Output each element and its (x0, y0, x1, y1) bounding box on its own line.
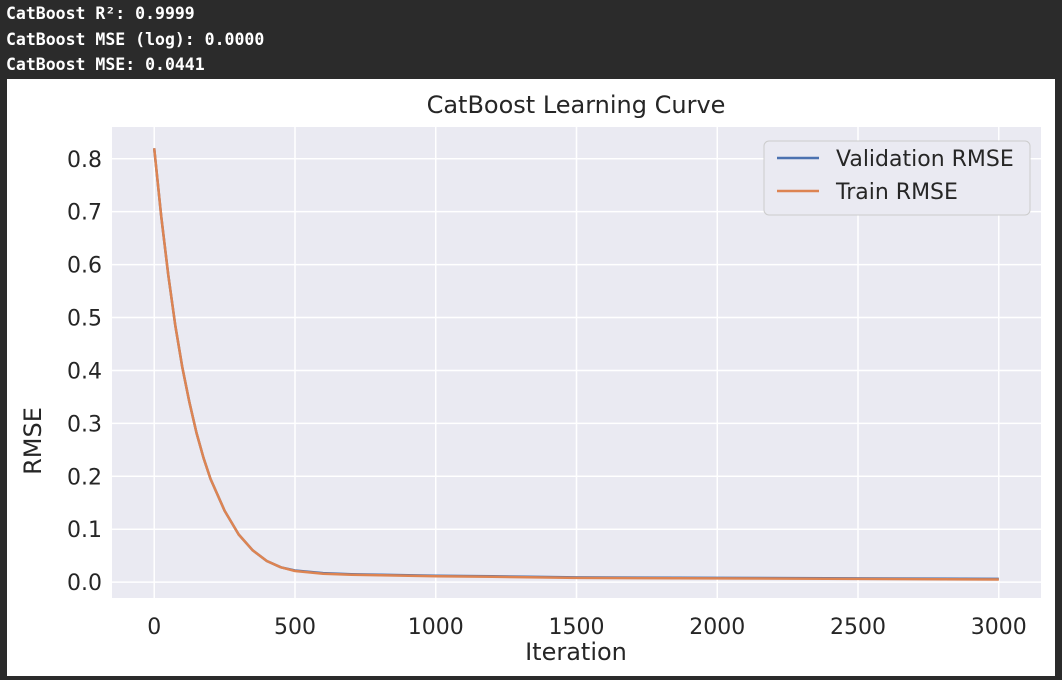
console-line-mse-log: CatBoost MSE (log): 0.0000 (6, 30, 265, 49)
tick-labels: 0 500 1000 1500 2000 2500 3000 0.0 0.1 0.2 0.3 0.4 0… (67, 148, 1027, 640)
x-tick-label: 2500 (830, 615, 886, 640)
x-tick-label: 2000 (689, 615, 745, 640)
y-tick-label: 0.3 (67, 412, 102, 437)
y-tick-label: 0.4 (67, 359, 102, 384)
x-tick-label: 1000 (408, 615, 464, 640)
chart-title: CatBoost Learning Curve (427, 91, 726, 119)
legend-box (763, 140, 1031, 216)
y-tick-label: 0.5 (67, 307, 102, 332)
y-tick-label: 0.8 (67, 148, 102, 173)
grid-lines (112, 127, 1041, 598)
series-line-train (152, 148, 999, 581)
learning-curve-chart: 0 500 1000 1500 2000 2500 3000 0.0 0.1 0.2 0.3 0.4 0… (19, 91, 1041, 666)
y-tick-label: 0.6 (67, 254, 102, 279)
console-line-mse: CatBoost MSE: 0.0441 (6, 55, 205, 74)
series-layer (152, 148, 999, 581)
chart-figure: 0 500 1000 1500 2000 2500 3000 0.0 0.1 0.2 0.3 0.4 0… (7, 79, 1055, 676)
legend: Validation RMSE Train RMSE (763, 140, 1031, 216)
x-tick-label: 500 (274, 615, 316, 640)
x-axis-label: Iteration (525, 638, 627, 666)
y-tick-label: 0.7 (67, 201, 102, 226)
console-output: CatBoost R²: 0.9999 CatBoost MSE (log): … (0, 0, 1062, 79)
x-tick-label: 3000 (971, 615, 1027, 640)
x-tick-label: 0 (147, 615, 161, 640)
legend-label-train: Train RMSE (835, 180, 958, 205)
x-tick-label: 1500 (549, 615, 605, 640)
y-tick-label: 0.2 (67, 465, 102, 490)
y-tick-label: 0.1 (67, 518, 102, 543)
y-axis-label: RMSE (19, 407, 47, 475)
legend-label-validation: Validation RMSE (836, 147, 1014, 172)
y-tick-label: 0.0 (67, 571, 102, 596)
console-line-r2: CatBoost R²: 0.9999 (6, 4, 195, 23)
